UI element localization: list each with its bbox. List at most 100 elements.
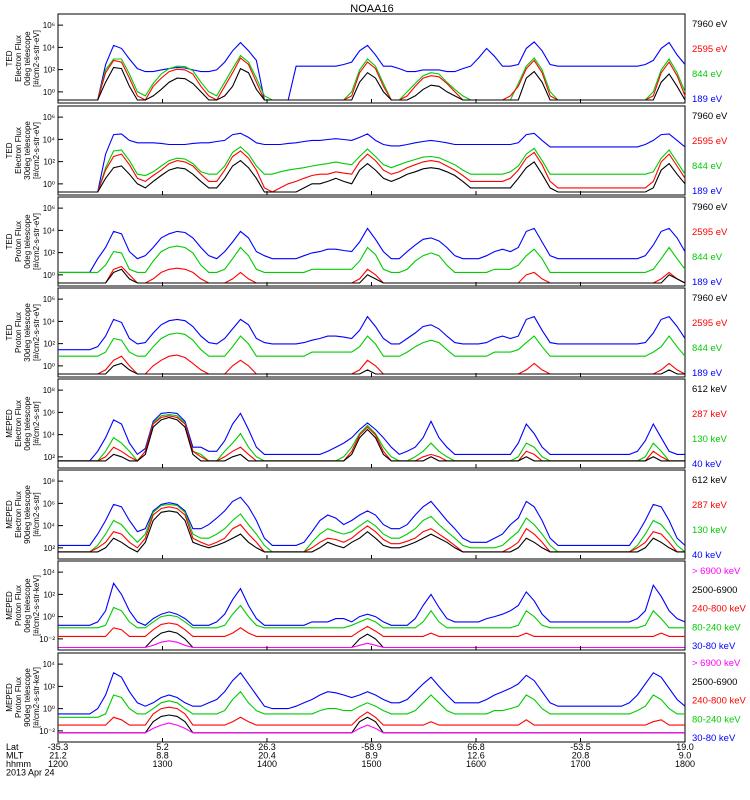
- y-axis-label-line: 0deg telescope: [23, 31, 32, 86]
- y-axis-label-line: 30deg telescope: [23, 303, 32, 362]
- panel-6: 10² 10⁴ 10⁶ 10⁸ MEPED Electron Flux 90deg tele…: [5, 469, 728, 561]
- y-axis-label-line: [#/cm2-s-str-keV]: [32, 667, 41, 728]
- footer-value: 1300: [152, 759, 172, 769]
- legend-label: 240-800 keV: [692, 696, 747, 707]
- y-tick-label: 10²: [43, 544, 55, 553]
- y-tick-label: 10⁰: [43, 180, 55, 189]
- y-axis-label-line: Proton Flux: [14, 221, 23, 262]
- footer-value: 1400: [257, 759, 277, 769]
- y-axis-label-line: 0deg telescope: [23, 396, 32, 451]
- y-tick-label: 10⁻²: [39, 635, 55, 644]
- panel-1: 10⁰ 10² 10⁴ 10⁶ TED Electron Flux 0deg telesco…: [5, 13, 728, 105]
- y-axis-label-line: MEPED: [5, 409, 14, 438]
- y-tick-label: 10⁶: [43, 408, 55, 417]
- y-tick-label: 10⁶: [43, 113, 55, 122]
- series-line: [58, 245, 686, 273]
- series-line: [58, 265, 686, 284]
- legend-label: > 6900 keV: [692, 566, 741, 577]
- y-axis-label-line: Electron Flux: [14, 35, 23, 82]
- footer-value: 26.3: [258, 742, 276, 752]
- footer-value: -35.3: [48, 742, 69, 752]
- y-axis-label-line: 0deg telescope: [23, 214, 32, 269]
- legend-label: 612 keV: [692, 384, 728, 395]
- footer-value: 5.2: [156, 742, 169, 752]
- legend-label: 7960 eV: [692, 111, 728, 122]
- y-axis-label-line: 0deg telescope: [23, 578, 32, 633]
- y-axis-label-line: MEPED: [5, 500, 14, 529]
- series-line: [58, 604, 685, 629]
- footer-row-label: Lat: [6, 742, 19, 752]
- footer-date: 2013 Apr 24: [6, 768, 55, 778]
- series-line: [58, 57, 686, 101]
- y-tick-label: 10⁶: [43, 21, 55, 30]
- legend-label: 2595 eV: [692, 227, 728, 238]
- legend-label: 7960 eV: [692, 202, 728, 213]
- footer-value: -58.9: [361, 742, 382, 752]
- panel-5: 10² 10⁴ 10⁶ 10⁸ MEPED Electron Flux 0deg teles…: [5, 378, 728, 470]
- series-line: [58, 362, 685, 375]
- legend-label: 612 keV: [692, 475, 728, 486]
- series-line: [58, 622, 685, 637]
- legend-label: 2500-6900: [692, 677, 737, 688]
- y-tick-label: 10⁶: [43, 499, 55, 508]
- footer-value: 20.4: [258, 751, 276, 761]
- y-axis-label-line: Proton Flux: [14, 677, 23, 718]
- legend-label: 189 eV: [692, 368, 723, 379]
- legend-label: 2500-6900: [692, 585, 737, 596]
- series-line: [58, 41, 686, 101]
- y-axis-label-line: Proton Flux: [14, 312, 23, 353]
- footer-value: 1200: [48, 759, 68, 769]
- legend-label: 240-800 keV: [692, 604, 747, 615]
- footer-row-label: MLT: [6, 751, 24, 761]
- y-axis-label-line: [#/cm2-s-str]: [32, 401, 41, 445]
- y-tick-label: 10⁴: [43, 226, 56, 235]
- y-tick-label: 10²: [43, 590, 55, 599]
- legend-label: 844 eV: [692, 161, 723, 172]
- legend-label: 287 keV: [692, 500, 728, 511]
- footer-value: 12.6: [467, 751, 485, 761]
- y-axis-label-line: Electron Flux: [14, 127, 23, 174]
- legend-label: 7960 eV: [692, 293, 728, 304]
- panel-2: 10⁰ 10² 10⁴ 10⁶ TED Electron Flux 30deg telesc…: [5, 105, 728, 197]
- y-tick-label: 10⁴: [43, 522, 56, 531]
- y-axis-label-line: [#/cm2-s-str-eV]: [32, 30, 41, 87]
- series-line: [58, 671, 686, 715]
- panel-4: 10⁰ 10² 10⁴ 10⁶ TED Proton Flux 30deg telescop…: [5, 287, 728, 379]
- series-line: [58, 146, 686, 193]
- y-axis-label-line: 90deg telescope: [23, 485, 32, 544]
- series-line: [58, 66, 686, 101]
- footer-axis: Lat -35.3 5.2 26.3 -58.9 66.8 -53.5 19.0 MLT 21.2…: [6, 742, 695, 778]
- footer-value: 21.2: [49, 751, 67, 761]
- y-axis-label-line: [#/cm2-s-str-keV]: [32, 575, 41, 636]
- footer-value: 66.8: [467, 742, 485, 752]
- panel-3: 10⁰ 10² 10⁴ 10⁶ TED Proton Flux 0deg telescope…: [5, 196, 728, 288]
- footer-value: 20.8: [572, 751, 590, 761]
- legend-label: 287 keV: [692, 409, 728, 420]
- panel-8: 10⁻² 10⁰ 10² 10⁴ MEPED Proton Flux 90deg teles…: [5, 652, 747, 744]
- series-line: [58, 722, 685, 734]
- y-tick-label: 10⁴: [43, 43, 56, 52]
- legend-label: 7960 eV: [692, 19, 728, 30]
- legend-label: 844 eV: [692, 252, 723, 263]
- y-tick-label: 10⁰: [43, 88, 55, 97]
- y-tick-label: 10⁸: [43, 386, 55, 395]
- series-line: [58, 630, 685, 649]
- legend-label: 844 eV: [692, 69, 723, 80]
- legend-label: 80-240 keV: [692, 714, 741, 725]
- y-tick-label: 10²: [43, 158, 55, 167]
- series-line: [58, 714, 685, 734]
- footer-value: 1700: [570, 759, 590, 769]
- y-tick-label: 10⁻²: [39, 727, 55, 736]
- y-axis-label-line: [#/cm2-s-str-eV]: [32, 122, 41, 179]
- y-axis-label-line: [#/cm2-s-str-eV]: [32, 304, 41, 361]
- legend-label: 130 keV: [692, 434, 728, 445]
- series-line: [58, 510, 685, 553]
- series-line: [58, 227, 686, 273]
- y-axis-label-line: TED: [5, 50, 14, 66]
- y-axis-label-line: MEPED: [5, 683, 14, 712]
- y-tick-label: 10²: [43, 249, 55, 258]
- chart-title: NOAA16: [350, 3, 393, 15]
- legend-label: > 6900 keV: [692, 658, 741, 669]
- footer-row-label: hhmm: [6, 759, 31, 769]
- y-tick-label: 10⁸: [43, 477, 55, 486]
